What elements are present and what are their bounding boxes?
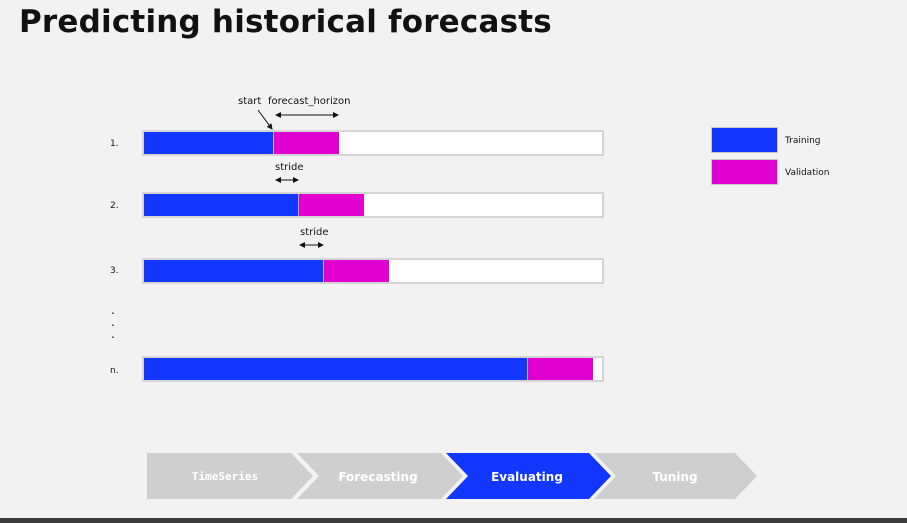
training-segment — [144, 132, 275, 154]
row-label-n: n. — [110, 366, 119, 376]
pipeline-step-timeseries[interactable]: TimeSeries — [147, 453, 313, 499]
row-label-3: 3. — [110, 266, 119, 276]
legend-label-validation: Validation — [785, 168, 830, 178]
page-title: Predicting historical forecasts — [19, 4, 552, 40]
pipeline-step-tuning-label: Tuning — [652, 470, 697, 484]
row-label-2: 2. — [110, 201, 119, 211]
pipeline-step-evaluating-label: Evaluating — [491, 470, 563, 484]
start-pointer-arrow — [257, 109, 273, 130]
training-segment — [144, 260, 324, 282]
validation-segment — [323, 260, 389, 282]
pipeline-step-evaluating[interactable]: Evaluating — [446, 453, 611, 499]
row-label-1: 1. — [110, 139, 119, 149]
forecast-horizon-annotation: forecast_horizon — [268, 96, 351, 107]
start-annotation: start — [238, 96, 262, 107]
pipeline-step-forecasting[interactable]: Forecasting — [297, 453, 463, 499]
stride-annotation-2: stride — [300, 227, 329, 238]
training-segment — [144, 358, 529, 380]
validation-segment — [528, 358, 594, 380]
bottom-edge-bar — [0, 518, 907, 523]
split-bar-3 — [142, 258, 604, 284]
legend-label-training: Training — [785, 136, 821, 146]
pipeline-step-tuning[interactable]: Tuning — [594, 453, 757, 499]
split-bar-2 — [142, 192, 604, 218]
stride-annotation-1: stride — [275, 162, 304, 173]
split-bar-n — [142, 356, 604, 382]
validation-segment — [298, 194, 364, 216]
legend-swatch-validation — [711, 159, 778, 185]
training-segment — [144, 194, 299, 216]
split-bar-1 — [142, 130, 604, 156]
legend-swatch-training — [711, 127, 778, 153]
ellipsis-dots: . . . — [111, 303, 115, 341]
validation-segment — [274, 132, 340, 154]
pipeline-step-forecasting-label: Forecasting — [338, 470, 417, 484]
pipeline-step-timeseries-label: TimeSeries — [192, 470, 258, 483]
